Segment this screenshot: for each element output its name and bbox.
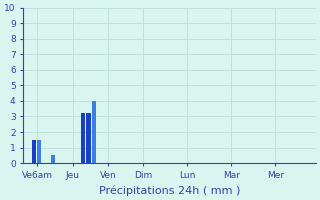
Bar xyxy=(51,155,55,163)
Bar xyxy=(92,101,96,163)
Bar xyxy=(81,113,85,163)
Bar xyxy=(37,140,41,163)
Bar xyxy=(86,113,91,163)
Bar xyxy=(32,140,36,163)
X-axis label: Précipitations 24h ( mm ): Précipitations 24h ( mm ) xyxy=(99,185,240,196)
